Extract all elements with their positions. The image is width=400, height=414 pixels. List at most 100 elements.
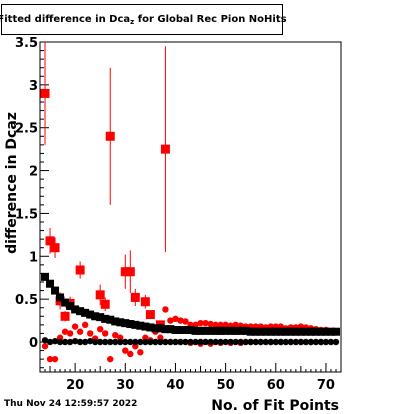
y-tick-label: 0 xyxy=(29,336,38,351)
black-square-point xyxy=(201,326,210,335)
x-tick-label: 30 xyxy=(116,378,134,393)
timestamp-footer: Thu Nov 24 12:59:57 2022 xyxy=(4,399,138,409)
red-circle-point xyxy=(122,347,129,354)
red-circle-point xyxy=(207,320,214,328)
black-circle-point xyxy=(247,338,254,346)
black-square-point xyxy=(76,307,85,316)
x-tick-label: 40 xyxy=(166,378,184,393)
black-circle-point xyxy=(112,338,119,346)
title-subscript: z xyxy=(130,17,135,26)
black-square-point xyxy=(81,308,90,317)
axis-ticks: 20 30 40 50 60 70 0 0.5 1 1.5 2 2.5 3 3.5 xyxy=(15,36,342,393)
black-square-point xyxy=(106,315,115,324)
red-circle-point xyxy=(97,325,104,333)
black-square-point xyxy=(186,326,195,334)
red-circle-point xyxy=(172,315,179,323)
red-circle-point xyxy=(202,319,209,327)
black-square-point xyxy=(71,305,80,314)
y-axis-label: difference in Dcaz xyxy=(4,112,20,254)
black-circle-point xyxy=(137,338,144,346)
y-tick-label: 3 xyxy=(29,79,38,94)
red-circle-point xyxy=(232,321,239,329)
red-circle-point xyxy=(61,328,69,335)
black-circle-point xyxy=(312,338,320,346)
x-tick-label: 60 xyxy=(267,378,285,393)
black-square-point xyxy=(41,272,50,281)
black-square-point xyxy=(66,302,75,310)
y-tick-label: 2.5 xyxy=(15,122,38,137)
red-circle-point xyxy=(177,317,184,324)
x-tick-label: 50 xyxy=(217,378,235,393)
black-square-point xyxy=(246,327,255,336)
black-square-point xyxy=(86,310,95,319)
black-circle-point xyxy=(202,338,209,346)
black-circle-point xyxy=(167,338,174,346)
red-square-point xyxy=(60,311,70,321)
black-circle-point xyxy=(277,338,284,346)
black-square-point xyxy=(211,326,220,335)
black-square-point xyxy=(181,326,190,334)
red-circle-point xyxy=(112,331,119,339)
black-square-point xyxy=(286,327,295,336)
black-square-point xyxy=(46,279,55,288)
red-circle-point xyxy=(162,306,169,313)
red-square-point xyxy=(140,297,150,307)
red-square-point xyxy=(105,131,115,141)
black-circle-point xyxy=(267,338,274,346)
red-circle-point xyxy=(107,355,114,363)
black-square-point xyxy=(241,326,250,335)
black-square-point xyxy=(221,326,230,335)
red-square-point xyxy=(145,310,155,320)
black-square-point xyxy=(141,322,150,331)
black-circle-point xyxy=(66,338,74,346)
red-square-point xyxy=(50,243,60,253)
red-circle-point xyxy=(51,355,59,363)
black-circle-point xyxy=(282,338,290,346)
black-circle-point xyxy=(297,338,305,346)
x-tick-label: 70 xyxy=(317,378,335,393)
black-square-point xyxy=(171,326,180,334)
red-circle-point xyxy=(66,330,74,337)
black-square-point xyxy=(231,326,240,335)
y-tick-label: 3.5 xyxy=(15,36,38,51)
black-square-point xyxy=(136,321,145,330)
black-circle-point xyxy=(177,338,184,346)
chart-title: Fitted difference in Dca z for Global Rec… xyxy=(0,4,287,35)
x-tick-label: 20 xyxy=(66,378,84,393)
black-circle-point xyxy=(212,338,219,346)
black-square-point xyxy=(96,313,105,322)
black-square-point xyxy=(306,327,315,336)
black-square-point xyxy=(111,317,120,326)
black-circle-point xyxy=(332,338,340,346)
black-circle-point xyxy=(71,337,79,345)
red-circle-point xyxy=(81,321,89,329)
red-square-point xyxy=(130,292,140,302)
black-square-point xyxy=(326,327,335,336)
black-circle-point xyxy=(187,338,194,346)
black-circle-point xyxy=(122,338,129,346)
black-square-point xyxy=(236,326,245,335)
black-circle-point xyxy=(197,338,204,346)
black-square-point xyxy=(271,327,280,336)
black-circle-point xyxy=(127,338,134,346)
black-circle-point xyxy=(242,338,249,346)
x-axis-label: No. of Fit Points xyxy=(211,398,339,414)
red-square-point xyxy=(100,299,110,309)
y-tick-label: 1 xyxy=(29,250,38,265)
red-square-point xyxy=(95,290,105,300)
black-square-point xyxy=(121,319,130,328)
black-square-point xyxy=(206,326,215,335)
black-circle-point xyxy=(81,338,89,346)
black-square-point xyxy=(101,314,110,323)
black-square-point xyxy=(261,327,270,336)
black-circle-point xyxy=(61,338,69,346)
black-circle-point xyxy=(51,337,59,345)
black-circle-point xyxy=(86,337,94,345)
black-circle-point xyxy=(76,338,84,346)
black-circle-point xyxy=(142,338,149,346)
black-circle-point xyxy=(302,338,310,346)
black-square-point xyxy=(91,312,100,321)
red-square-point xyxy=(45,236,55,246)
